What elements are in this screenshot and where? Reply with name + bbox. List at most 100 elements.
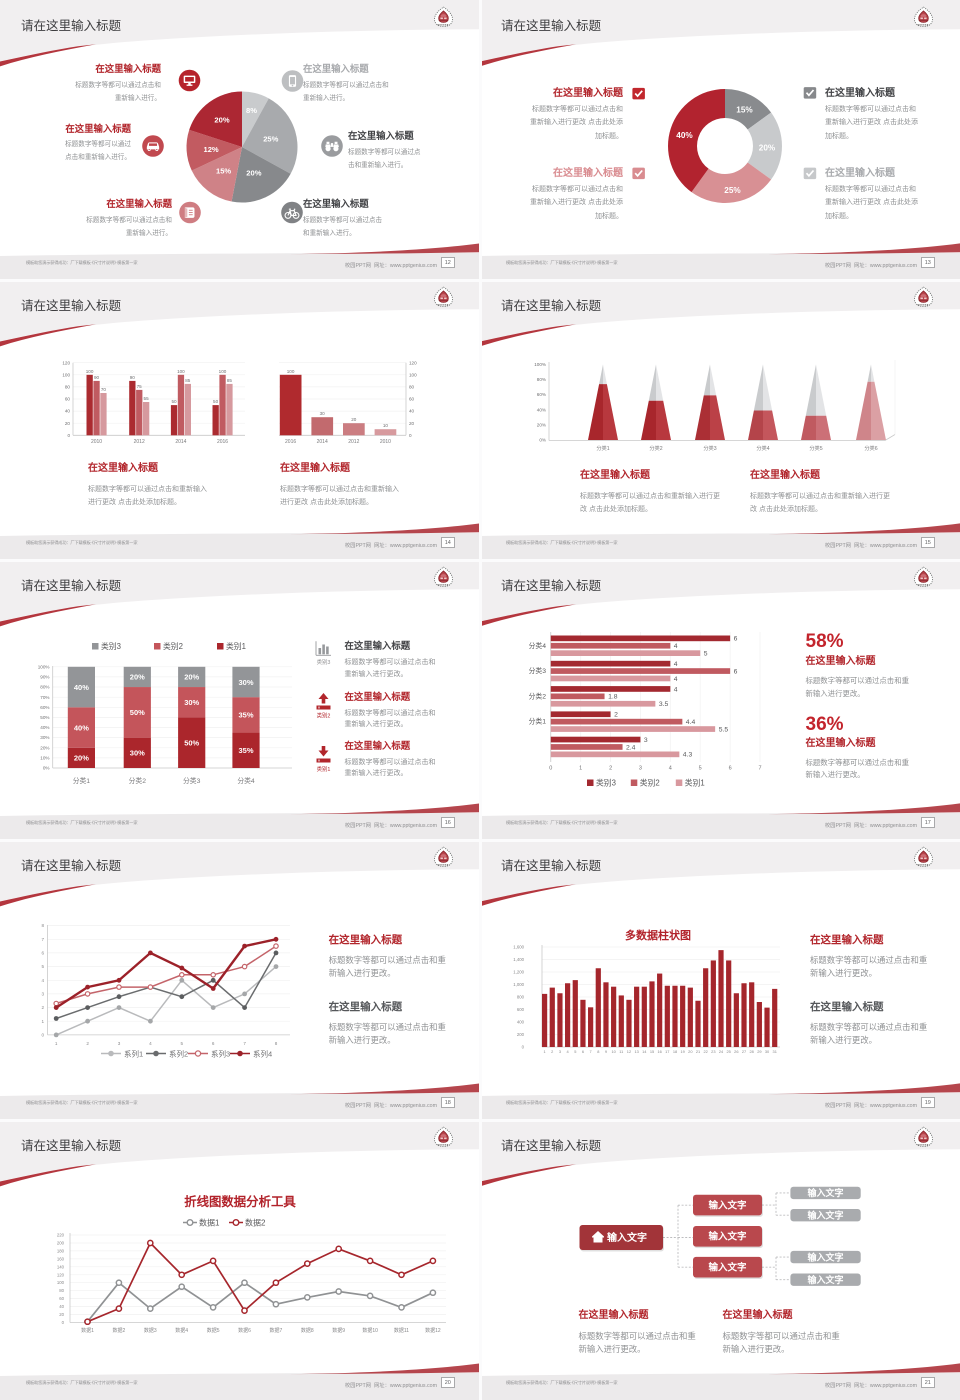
- svg-text:类别1: 类别1: [317, 765, 331, 773]
- svg-text:3: 3: [639, 766, 642, 772]
- svg-text:200: 200: [517, 1032, 525, 1037]
- svg-text:分类1: 分类1: [73, 776, 91, 785]
- svg-text:600: 600: [517, 1007, 525, 1012]
- svg-text:2012: 2012: [134, 439, 145, 445]
- svg-text:0%: 0%: [43, 766, 50, 771]
- svg-text:系列4: 系列4: [253, 1049, 272, 1059]
- svg-text:180: 180: [57, 1248, 65, 1253]
- svg-text:5: 5: [704, 651, 708, 658]
- svg-text:10: 10: [383, 423, 389, 428]
- svg-text:分类1: 分类1: [596, 444, 609, 452]
- svg-text:80: 80: [65, 385, 71, 390]
- svg-text:8: 8: [597, 1049, 599, 1054]
- svg-text:数据1: 数据1: [199, 1218, 220, 1228]
- svg-text:10: 10: [611, 1049, 616, 1054]
- svg-text:23: 23: [711, 1049, 715, 1054]
- svg-text:分类2: 分类2: [529, 691, 547, 700]
- svg-text:80: 80: [59, 1288, 64, 1293]
- svg-text:输入文字: 输入文字: [808, 1209, 844, 1220]
- svg-text:分类2: 分类2: [129, 776, 147, 785]
- svg-text:19: 19: [680, 1049, 684, 1054]
- svg-text:20%: 20%: [214, 116, 229, 125]
- svg-text:16: 16: [657, 1049, 661, 1054]
- svg-text:140: 140: [57, 1264, 65, 1269]
- svg-text:20: 20: [688, 1049, 693, 1054]
- svg-text:85: 85: [227, 378, 233, 383]
- svg-text:60: 60: [409, 397, 415, 402]
- svg-text:4: 4: [149, 1041, 152, 1046]
- svg-text:3: 3: [559, 1049, 561, 1054]
- svg-text:6: 6: [212, 1041, 215, 1046]
- svg-text:类别2: 类别2: [317, 712, 331, 720]
- svg-text:25%: 25%: [724, 186, 741, 195]
- svg-text:5: 5: [41, 964, 44, 969]
- svg-text:6: 6: [734, 636, 738, 643]
- svg-text:30%: 30%: [40, 735, 49, 740]
- svg-text:100: 100: [62, 372, 70, 377]
- svg-text:2: 2: [614, 712, 618, 719]
- svg-text:类别1: 类别1: [226, 641, 246, 651]
- svg-text:60: 60: [59, 1296, 64, 1301]
- svg-text:4: 4: [674, 643, 678, 650]
- svg-text:0: 0: [67, 433, 70, 438]
- svg-text:20%: 20%: [40, 745, 49, 750]
- svg-text:9: 9: [605, 1049, 607, 1054]
- svg-text:1: 1: [41, 1019, 44, 1024]
- svg-text:20%: 20%: [759, 144, 776, 153]
- svg-text:60%: 60%: [537, 392, 546, 397]
- svg-text:30%: 30%: [184, 698, 199, 707]
- svg-text:200: 200: [57, 1241, 65, 1246]
- svg-text:6: 6: [41, 951, 44, 956]
- svg-text:14: 14: [642, 1049, 647, 1054]
- svg-text:3: 3: [118, 1041, 121, 1046]
- svg-text:7: 7: [41, 937, 44, 942]
- svg-text:30: 30: [320, 411, 326, 416]
- svg-text:2: 2: [551, 1049, 553, 1054]
- svg-text:40%: 40%: [676, 131, 693, 140]
- svg-text:75: 75: [137, 384, 143, 389]
- svg-text:3: 3: [644, 737, 648, 744]
- svg-text:100: 100: [409, 372, 417, 377]
- svg-text:系列1: 系列1: [124, 1049, 143, 1059]
- svg-text:输入文字: 输入文字: [808, 1187, 844, 1198]
- svg-text:90: 90: [130, 375, 136, 380]
- svg-text:50%: 50%: [184, 739, 199, 748]
- svg-text:50: 50: [171, 399, 177, 404]
- svg-text:4: 4: [674, 686, 678, 693]
- svg-text:160: 160: [57, 1256, 65, 1261]
- svg-text:7: 7: [758, 766, 761, 772]
- svg-text:6: 6: [734, 668, 738, 675]
- svg-text:220: 220: [57, 1233, 65, 1238]
- svg-text:分类4: 分类4: [529, 641, 547, 650]
- svg-text:100: 100: [86, 369, 94, 374]
- svg-text:输入文字: 输入文字: [808, 1251, 844, 1262]
- svg-text:20: 20: [59, 1312, 64, 1317]
- svg-text:4: 4: [41, 978, 44, 983]
- svg-text:1.8: 1.8: [608, 694, 618, 701]
- svg-text:6: 6: [729, 766, 732, 772]
- svg-text:数据5: 数据5: [207, 1327, 220, 1334]
- svg-text:12%: 12%: [203, 145, 218, 154]
- svg-text:40%: 40%: [74, 723, 89, 732]
- svg-text:20: 20: [409, 421, 415, 426]
- svg-text:35%: 35%: [238, 746, 253, 755]
- svg-text:35%: 35%: [238, 711, 253, 720]
- svg-text:70%: 70%: [40, 695, 49, 700]
- svg-text:90%: 90%: [40, 675, 49, 680]
- svg-text:8: 8: [41, 923, 44, 928]
- svg-text:30%: 30%: [238, 678, 253, 687]
- svg-text:7: 7: [243, 1041, 246, 1046]
- svg-text:3.5: 3.5: [659, 701, 669, 708]
- svg-text:数据10: 数据10: [362, 1327, 378, 1334]
- svg-text:40: 40: [65, 409, 71, 414]
- svg-text:22: 22: [704, 1049, 708, 1054]
- svg-text:2: 2: [86, 1041, 89, 1046]
- svg-text:数据11: 数据11: [394, 1327, 409, 1334]
- svg-text:55: 55: [144, 396, 150, 401]
- svg-text:1: 1: [55, 1041, 58, 1046]
- svg-text:数据4: 数据4: [175, 1327, 188, 1334]
- svg-text:分类6: 分类6: [864, 444, 877, 452]
- svg-text:1,600: 1,600: [513, 945, 524, 950]
- svg-text:20%: 20%: [246, 168, 261, 177]
- svg-text:2012: 2012: [348, 439, 359, 445]
